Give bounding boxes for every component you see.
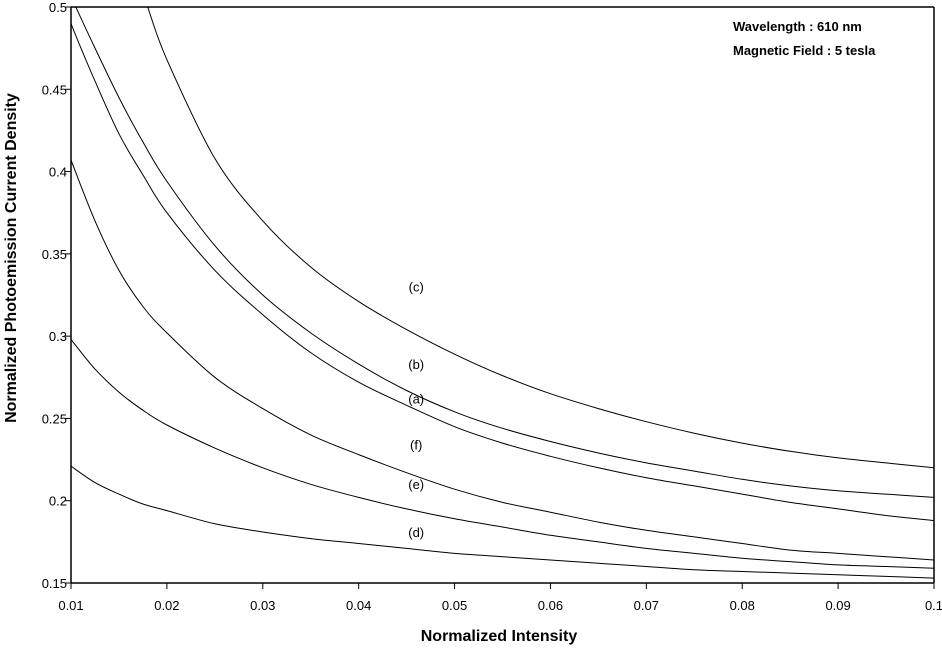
x-tick-label: 0.03 <box>250 598 275 613</box>
x-tick-label: 0.07 <box>634 598 659 613</box>
series-label-f: (f) <box>410 438 422 453</box>
y-tick-label: 0.45 <box>42 82 67 97</box>
x-tick-label: 0.06 <box>538 598 563 613</box>
series-line-d <box>71 465 934 579</box>
chart-axes <box>70 6 935 584</box>
x-tick-label: 0.04 <box>346 598 371 613</box>
x-tick-label: 0.01 <box>58 598 83 613</box>
series-label-d: (d) <box>408 525 424 540</box>
y-tick-label: 0.35 <box>42 247 67 262</box>
annotation-wavelength: Wavelength : 610 nm <box>733 19 862 34</box>
series-label-c: (c) <box>409 280 424 295</box>
curve-label-group: (c) (b) (a) (f) (e) (d) <box>408 280 424 540</box>
tick-group: 0.01 0.02 0.03 0.04 0.05 0.06 0.07 0.08 0.09 0.1 0… <box>42 0 942 613</box>
x-tick-label: 0.05 <box>442 598 467 613</box>
series-line-f <box>71 159 934 561</box>
x-tick-label: 0.1 <box>925 598 942 613</box>
y-tick-label: 0.5 <box>49 0 67 15</box>
series-label-e: (e) <box>408 477 424 492</box>
series-label-a: (a) <box>408 392 424 407</box>
annotation-magnetic-field: Magnetic Field : 5 tesla <box>733 43 876 58</box>
y-tick-label: 0.2 <box>49 494 67 509</box>
x-tick-label: 0.08 <box>730 598 755 613</box>
x-tick-label: 0.09 <box>825 598 850 613</box>
curve-group <box>71 7 934 579</box>
series-line-a <box>71 22 934 521</box>
series-line-c <box>147 7 934 469</box>
y-tick-label: 0.25 <box>42 411 67 426</box>
x-tick-label: 0.02 <box>154 598 179 613</box>
y-tick-label: 0.4 <box>49 165 67 180</box>
series-line-e <box>71 339 934 569</box>
series-line-b <box>75 7 934 498</box>
x-axis-title: Normalized Intensity <box>421 628 578 645</box>
y-axis-title: Normalized Photoemission Current Density <box>3 93 20 423</box>
series-label-b: (b) <box>408 357 424 372</box>
y-tick-label: 0.15 <box>42 576 67 591</box>
y-tick-label: 0.3 <box>49 329 67 344</box>
